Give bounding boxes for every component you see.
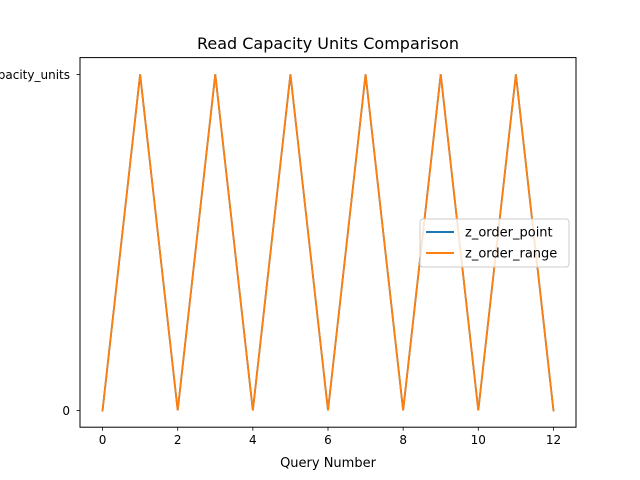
series-line-z-order-range [101,74,555,412]
x-tick-label: 10 [471,433,486,447]
x-tick-label: 8 [399,433,407,447]
x-tick-label: 4 [249,433,257,447]
legend-box [419,218,570,268]
x-axis: 0 2 4 6 8 10 12 [99,427,561,447]
legend: z_order_point z_order_range [419,218,570,268]
x-tick-label: 2 [174,433,182,447]
legend-label-z-order-point: z_order_point [465,226,553,241]
x-tick-label: 12 [546,433,561,447]
series-lines [101,74,555,412]
y-tick-label: capacity_units [0,68,70,82]
y-tick-label: 0 [62,404,70,418]
chart-title: Read Capacity Units Comparison [197,34,459,53]
x-tick-label: 6 [324,433,332,447]
legend-label-z-order-range: z_order_range [465,247,557,262]
x-axis-label: Query Number [280,456,377,471]
x-tick-label: 0 [99,433,107,447]
y-axis: 0 capacity_units [0,68,80,418]
